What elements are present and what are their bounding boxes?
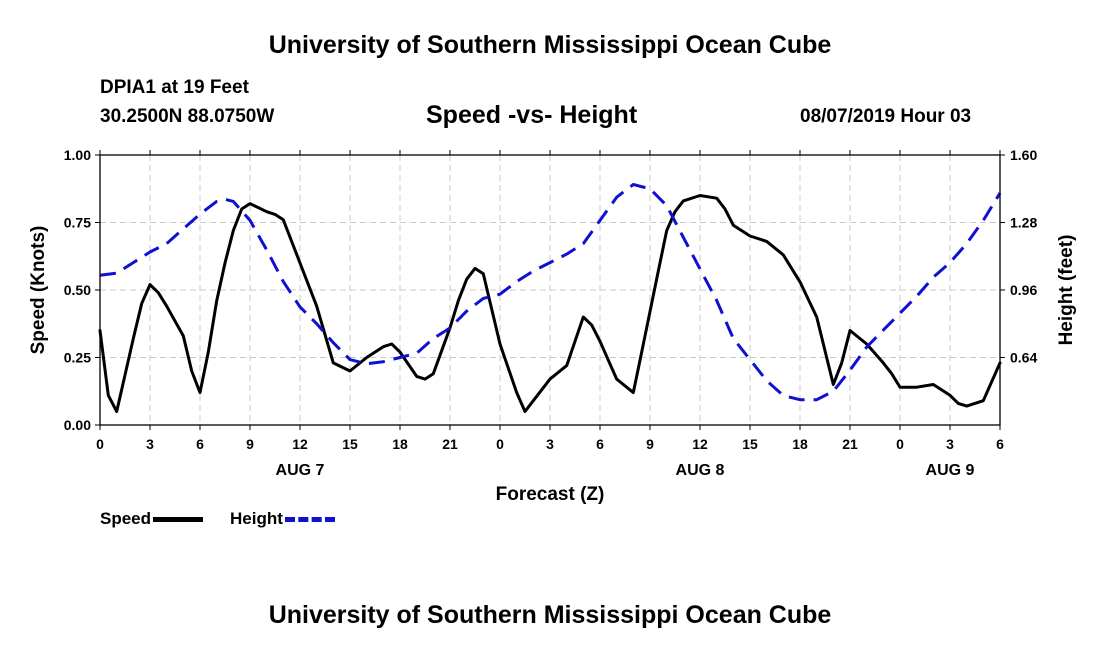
y-tick-label: 0.75: [64, 215, 91, 231]
x-axis-title: Forecast (Z): [496, 484, 605, 505]
grid: [100, 155, 1000, 425]
series: [98, 183, 1002, 413]
chart-title-top: University of Southern Mississippi Ocean…: [268, 31, 832, 59]
x-tick-label: 6: [596, 436, 604, 452]
x-tick-label: 6: [196, 436, 204, 452]
legend-height-label: Height: [230, 509, 283, 528]
x-tick-label: 9: [246, 436, 254, 452]
x-tick-label: 6: [996, 436, 1004, 452]
y2-tick-label: 0.96: [1010, 282, 1037, 298]
x-tick-label: 18: [392, 436, 408, 452]
station-coordinates: 30.2500N 88.0750W: [100, 106, 275, 127]
x-tick-label: 9: [646, 436, 654, 452]
y-tick-label: 1.00: [64, 147, 91, 163]
station-label: DPIA1 at 19 Feet: [100, 77, 249, 98]
legend-speed-swatch: [153, 517, 204, 523]
legend-speed: Speed: [100, 509, 204, 529]
legend-speed-label: Speed: [100, 509, 152, 528]
x-tick-label: 0: [896, 436, 904, 452]
axes: 0 3 6 9 12 15 18 21 0 3 6 9 12 15 18 21 0 3 6 0.00 0.25 0.50 0…: [28, 147, 1077, 505]
x-tick-label: 21: [842, 436, 858, 452]
x-tick-label: 12: [692, 436, 708, 452]
legend-height-swatch: [284, 517, 335, 523]
x-tick-label: 0: [96, 436, 104, 452]
x-tick-label: 18: [792, 436, 808, 452]
chart-subtitle: Speed -vs- Height: [426, 101, 638, 129]
y2-axis-title: Height (feet): [1056, 235, 1077, 346]
date-label: AUG 9: [926, 462, 975, 479]
x-tick-label: 21: [442, 436, 458, 452]
y2-tick-label: 1.28: [1010, 215, 1037, 231]
legend-height: Height: [230, 509, 335, 529]
y2-tick-label: 1.60: [1010, 147, 1037, 163]
x-tick-label: 3: [146, 436, 154, 452]
y2-tick-label: 0.64: [1010, 350, 1037, 366]
y-tick-label: 0.00: [64, 417, 91, 433]
x-tick-label: 3: [946, 436, 954, 452]
forecast-datetime: 08/07/2019 Hour 03: [800, 106, 972, 127]
series-line-speed: [98, 194, 1002, 413]
x-tick-label: 15: [342, 436, 358, 452]
x-tick-label: 3: [546, 436, 554, 452]
y-tick-label: 0.50: [64, 282, 91, 298]
y-axis-title: Speed (Knots): [28, 226, 49, 355]
x-tick-label: 0: [496, 436, 504, 452]
y-tick-label: 0.25: [64, 350, 91, 366]
x-tick-label: 15: [742, 436, 758, 452]
x-tick-label: 12: [292, 436, 308, 452]
date-label: AUG 8: [676, 462, 725, 479]
series-line-height: [99, 183, 1002, 402]
date-label: AUG 7: [276, 462, 325, 479]
chart-title-bottom: University of Southern Mississippi Ocean…: [268, 601, 832, 629]
